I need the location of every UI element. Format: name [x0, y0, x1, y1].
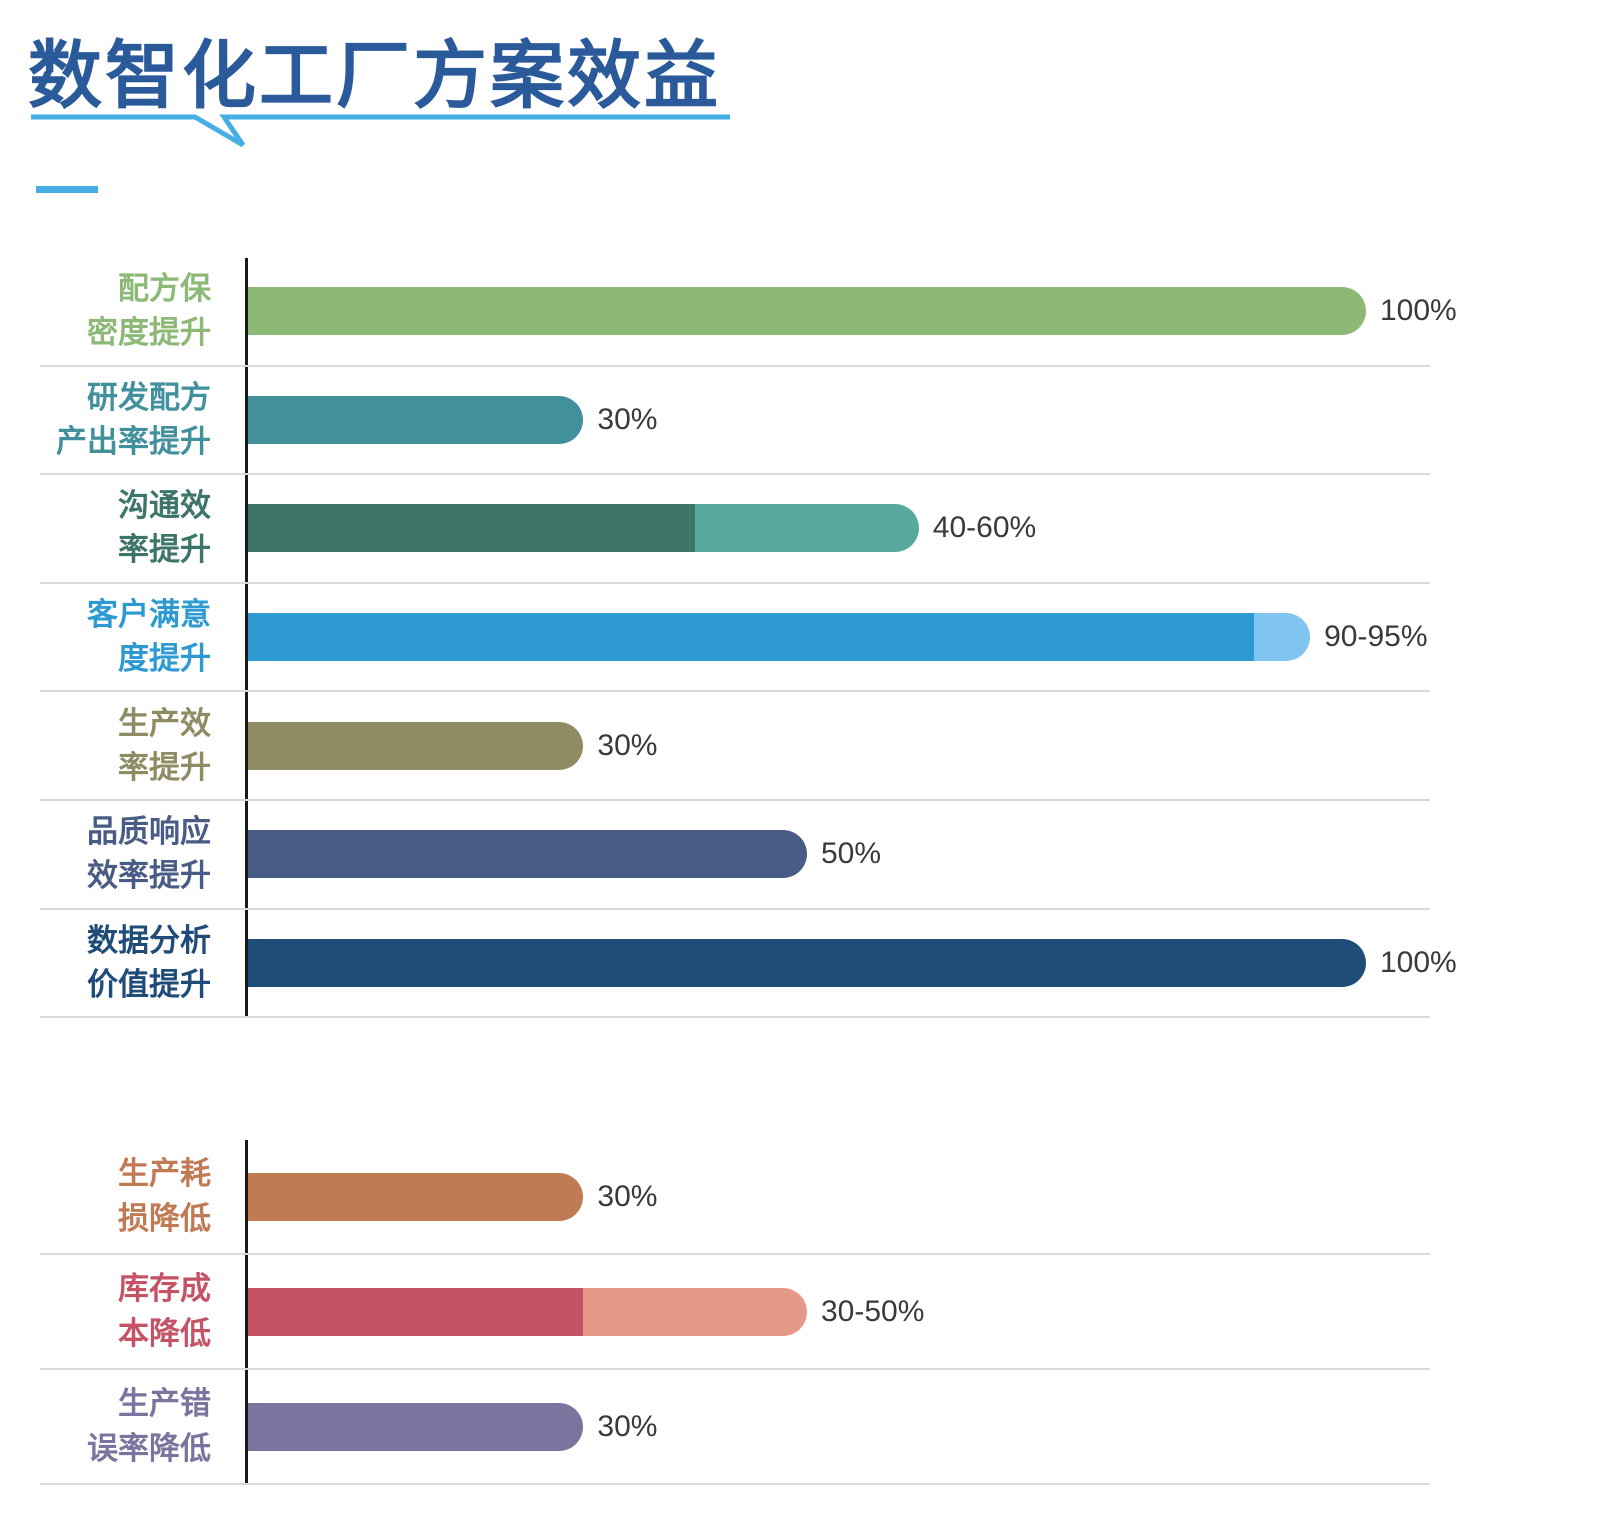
bar-area: 30%: [245, 1370, 1430, 1483]
category-label-line: 库存成: [118, 1271, 211, 1307]
category-label: 研发配方产出率提升: [40, 367, 245, 474]
value-label: 30%: [597, 402, 658, 436]
value-label: 40-60%: [932, 511, 1037, 545]
bar: [248, 287, 1366, 336]
category-label: 品质响应 效率提升: [40, 801, 245, 908]
value-label: 100%: [1380, 945, 1457, 979]
category-label-line: 损降低: [118, 1200, 211, 1236]
chart-row: 品质响应效率提升 50%: [40, 800, 1430, 910]
bar-area: 40-60%: [245, 475, 1430, 582]
category-label-line: 本降低: [118, 1315, 211, 1351]
chart-row: 研发配方产出率提升 30%: [40, 366, 1430, 476]
bar-area: 90-95%: [245, 583, 1430, 691]
value-label: 30-50%: [821, 1294, 925, 1328]
bar-area: 100%: [245, 258, 1457, 365]
category-label-line: 配方保: [118, 271, 211, 307]
page-title: 数智化工厂方案效益: [28, 34, 721, 117]
category-label: 库存成 本降低: [40, 1255, 245, 1368]
category-label: 沟通效 率提升: [40, 475, 245, 582]
value-label: 50%: [821, 837, 882, 871]
bar-area: 30%: [245, 1140, 1430, 1253]
bar: [248, 721, 584, 770]
category-label-line: 密度提升: [87, 315, 211, 351]
chart-row: 客户满意度提升 90-95%: [40, 583, 1430, 693]
value-label: 30%: [597, 1179, 658, 1213]
chart-row: 生产耗损降低 30%: [40, 1140, 1430, 1255]
category-label: 数据分析 价值提升: [40, 910, 245, 1017]
benefits-chart-improvements: 配方保密度提升 100% 研发配方产出率提升 30% 沟通效率提升 40-60% 客户满意度…: [40, 258, 1457, 1019]
value-label: 30%: [597, 1409, 658, 1443]
category-label: 生产效 率提升: [40, 692, 245, 799]
category-label-line: 生产错: [118, 1386, 211, 1422]
chart-row: 数据分析价值提升 100%: [40, 909, 1457, 1019]
category-label-line: 数据分析: [87, 922, 211, 958]
bar-area: 30-50%: [245, 1255, 1430, 1368]
category-label: 生产耗 损降低: [40, 1140, 245, 1253]
category-label-line: 沟通效: [118, 488, 211, 524]
bar-area: 100%: [245, 909, 1457, 1017]
category-label-line: 客户满意: [87, 597, 211, 633]
value-label: 30%: [597, 728, 658, 762]
bar: [248, 1402, 584, 1451]
category-label: 生产错误率降低: [40, 1370, 245, 1483]
bar-segment-primary: [248, 504, 696, 553]
chart-row: 生产错误率降低 30%: [40, 1370, 1430, 1485]
bar-segment-primary: [248, 613, 1255, 662]
category-label-line: 生产耗: [118, 1156, 211, 1192]
bar: [248, 830, 807, 879]
bar-segment-primary: [248, 1287, 584, 1336]
category-label-line: 效率提升: [87, 858, 211, 894]
category-label-line: 误率降低: [87, 1430, 211, 1466]
chart-row: 生产效率提升 30%: [40, 692, 1430, 801]
category-label-line: 产出率提升: [56, 423, 211, 459]
bar: [248, 504, 919, 553]
category-label-line: 研发配方: [87, 379, 211, 415]
value-label: 100%: [1380, 294, 1457, 328]
category-label: 客户满意度提升: [40, 584, 245, 691]
chart-row: 沟通效率提升 40-60%: [40, 475, 1430, 584]
bar-area: 50%: [245, 800, 1430, 908]
category-label-line: 度提升: [118, 641, 211, 677]
category-label-line: 价值提升: [87, 966, 211, 1002]
bar: [248, 1287, 807, 1336]
value-label: 90-95%: [1324, 620, 1428, 654]
category-label-line: 率提升: [118, 532, 211, 568]
bar-area: 30%: [245, 692, 1430, 799]
category-label: 配方保密度提升: [40, 258, 245, 365]
title-dash-decoration: [36, 186, 98, 193]
category-label-line: 生产效: [118, 705, 211, 741]
title-underline-decoration: [31, 114, 730, 148]
chart-row: 库存成本降低 30-50%: [40, 1255, 1430, 1370]
bar: [248, 938, 1366, 987]
bar: [248, 613, 1311, 662]
bar: [248, 395, 584, 444]
bar-area: 30%: [245, 366, 1430, 474]
category-label-line: 率提升: [118, 749, 211, 785]
bar: [248, 1172, 584, 1221]
category-label-line: 品质响应: [87, 814, 211, 850]
chart-row: 配方保密度提升 100%: [40, 258, 1457, 367]
benefits-chart-reductions: 生产耗损降低 30% 库存成本降低 30-50% 生产错误率降低 30%: [40, 1140, 1430, 1485]
